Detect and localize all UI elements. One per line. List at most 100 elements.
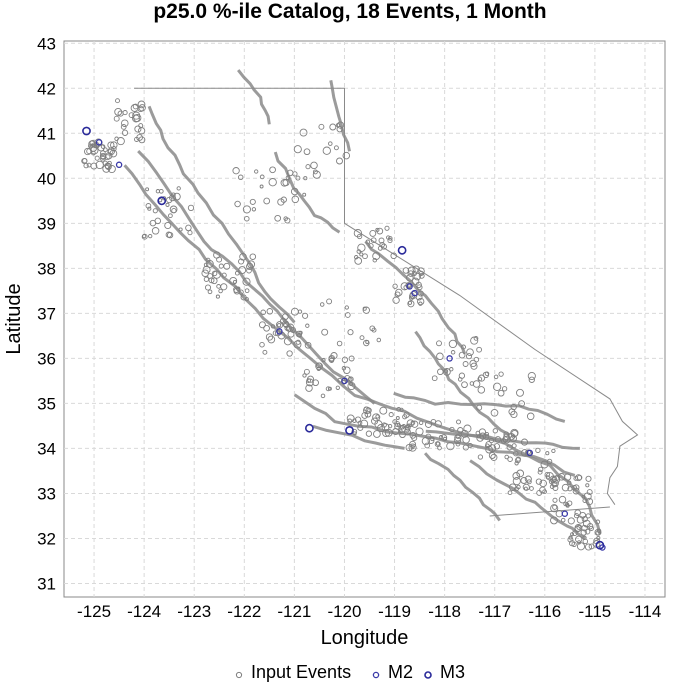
- input-event: [400, 282, 409, 291]
- input-event: [221, 272, 227, 278]
- input-event: [290, 187, 299, 196]
- input-event: [152, 208, 158, 214]
- input-event: [446, 441, 455, 451]
- input-event: [595, 519, 601, 525]
- legend-marker: [235, 671, 243, 679]
- input-event: [329, 123, 337, 131]
- state-boundary: [134, 87, 639, 505]
- fault-trace: [414, 330, 511, 437]
- x-tick-label: -120: [327, 602, 361, 621]
- input-event: [346, 414, 355, 423]
- input-event: [147, 206, 152, 211]
- input-event: [128, 112, 135, 118]
- input-event: [507, 490, 513, 496]
- input-event: [492, 382, 502, 391]
- input-event: [90, 162, 98, 170]
- input-event: [357, 243, 366, 252]
- input-event: [365, 239, 371, 245]
- input-event: [542, 489, 547, 495]
- input-event: [341, 356, 349, 363]
- input-event: [266, 308, 274, 315]
- input-event: [259, 184, 264, 189]
- input-event: [292, 171, 298, 177]
- input-event: [574, 524, 583, 532]
- input-event: [511, 443, 517, 449]
- input-event: [282, 179, 290, 187]
- x-tick-label: -116: [528, 602, 561, 621]
- input-event: [523, 486, 528, 491]
- input-event: [116, 137, 125, 146]
- input-event: [535, 478, 543, 485]
- input-event: [560, 517, 566, 523]
- input-event: [107, 148, 114, 155]
- input-event: [539, 479, 547, 488]
- legend-label: M3: [440, 662, 465, 682]
- input-event: [284, 325, 290, 331]
- m2-marker: [95, 139, 103, 146]
- input-event: [513, 450, 519, 457]
- input-event: [509, 434, 517, 443]
- input-event: [462, 436, 470, 444]
- input-event: [585, 475, 592, 482]
- input-event: [232, 167, 240, 175]
- input-event: [472, 380, 481, 388]
- input-event: [518, 400, 525, 407]
- m3-marker: [82, 126, 91, 136]
- input-event: [583, 492, 592, 501]
- input-event: [242, 277, 251, 286]
- input-event: [211, 270, 218, 277]
- input-event: [410, 420, 416, 426]
- input-event: [166, 231, 174, 239]
- input-event: [207, 273, 213, 279]
- input-event: [576, 516, 585, 524]
- input-event: [203, 276, 210, 282]
- chart-title: p25.0 %-ile Catalog, 18 Events, 1 Month: [153, 0, 547, 23]
- input-event: [262, 349, 268, 355]
- input-event: [370, 237, 377, 244]
- x-tick-label: -123: [177, 602, 211, 621]
- input-event: [293, 340, 302, 349]
- input-event: [218, 288, 223, 294]
- y-tick-label: 31: [37, 574, 56, 593]
- input-event: [415, 427, 424, 436]
- input-event: [514, 461, 519, 466]
- y-tick-label: 41: [37, 124, 56, 143]
- input-event: [259, 341, 265, 348]
- input-event: [375, 227, 380, 232]
- m2-marker: [599, 544, 606, 551]
- input-event: [168, 213, 173, 219]
- input-event: [526, 412, 535, 421]
- m2-marker: [526, 449, 534, 457]
- input-event: [479, 432, 487, 440]
- y-tick-label: 43: [37, 34, 56, 53]
- input-event: [406, 274, 414, 282]
- input-event: [581, 516, 588, 523]
- input-event: [498, 371, 504, 377]
- input-event: [476, 346, 482, 353]
- legend-label: M2: [388, 662, 413, 682]
- input-event: [151, 227, 160, 235]
- input-event: [298, 330, 303, 335]
- y-tick-label: 36: [37, 349, 56, 368]
- input-event: [371, 327, 377, 333]
- x-tick-label: -117: [478, 602, 511, 621]
- input-event: [563, 473, 572, 481]
- input-event: [550, 504, 559, 513]
- input-event: [305, 384, 313, 392]
- input-event: [512, 477, 521, 486]
- input-event: [361, 412, 369, 419]
- input-event: [213, 251, 221, 259]
- y-tick-label: 32: [37, 529, 56, 548]
- input-event: [362, 306, 367, 311]
- input-event: [473, 336, 479, 341]
- input-event: [326, 298, 333, 305]
- input-event: [303, 148, 311, 156]
- input-event: [90, 146, 99, 155]
- input-event: [574, 509, 581, 516]
- input-event: [512, 472, 521, 480]
- input-event: [107, 141, 115, 149]
- input-event: [130, 104, 139, 112]
- input-event: [336, 340, 343, 347]
- input-event: [552, 504, 558, 510]
- input-event: [344, 312, 351, 318]
